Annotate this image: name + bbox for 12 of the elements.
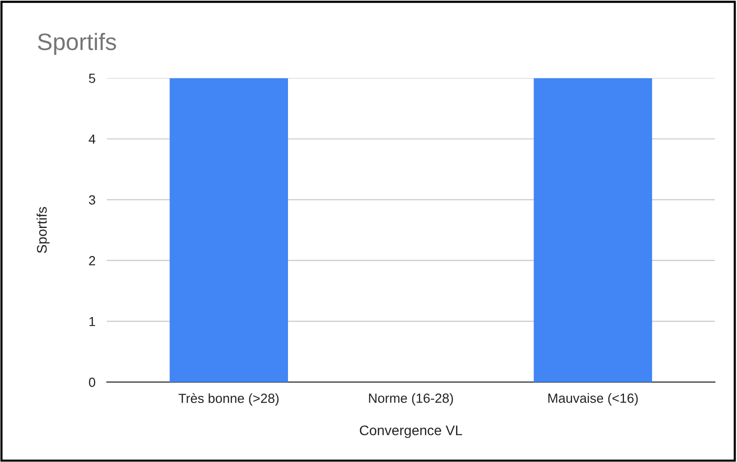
y-tick-label: 5 (88, 74, 96, 83)
x-tick-label: Norme (16-28) (369, 393, 453, 406)
chart-title: Sportifs (38, 32, 116, 55)
x-tick-label: Mauvaise (<16) (548, 393, 638, 406)
y-tick-label: 4 (88, 134, 96, 144)
y-tick-label: 2 (89, 256, 96, 266)
y-tick-label: 3 (88, 195, 96, 205)
x-tick-label: Très bonne (>28) (178, 393, 279, 406)
y-tick-label: 0 (88, 378, 96, 387)
y-axis-title: Sportifs (36, 207, 50, 253)
x-axis-title: Convergence VL (360, 425, 462, 438)
y-tick-label: 1 (89, 316, 96, 326)
